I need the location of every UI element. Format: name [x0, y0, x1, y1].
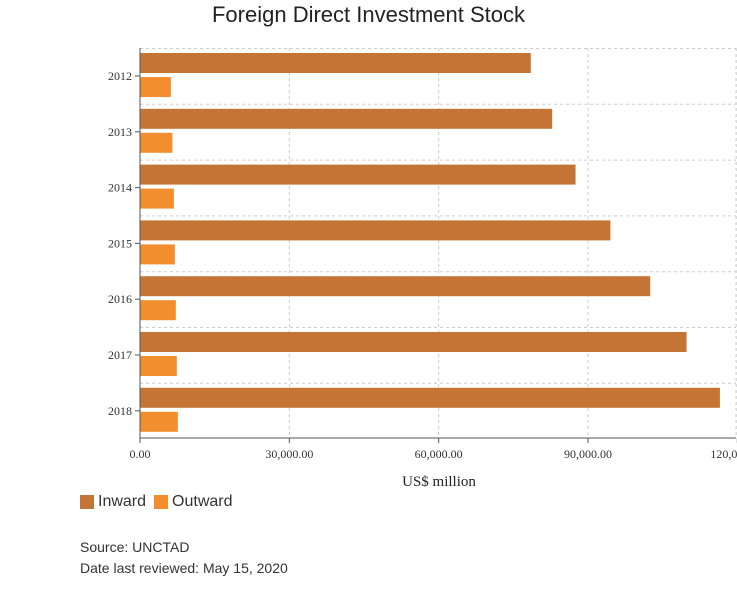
bar-inward-2017[interactable] [140, 332, 687, 352]
bar-outward-2012[interactable] [140, 77, 171, 97]
reviewed-date-text: Date last reviewed: May 15, 2020 [80, 560, 288, 576]
bar-outward-2013[interactable] [140, 132, 173, 153]
source-text: Source: UNCTAD [80, 539, 190, 555]
bar-inward-2013[interactable] [140, 108, 553, 129]
x-tick-label: 60,000.00 [415, 447, 463, 461]
legend-label-inward: Inward [98, 493, 147, 510]
y-tick-label-2016: 2016 [108, 292, 132, 306]
x-tick-label: 120,000.00 [710, 447, 737, 461]
footer-notes: Source: UNCTAD Date last reviewed: May 1… [80, 537, 288, 579]
bar-inward-2018[interactable] [140, 387, 720, 408]
bar-outward-2015[interactable] [140, 244, 175, 265]
legend-swatch-outward [154, 495, 169, 509]
bar-inward-2012[interactable] [140, 53, 531, 73]
y-tick-labels: 2012 2013 2014 2015 2016 2017 2018 [108, 69, 140, 418]
legend-item-inward[interactable]: Inward [80, 493, 146, 511]
grid-lines [140, 48, 737, 438]
x-tick-label: 0.00 [130, 447, 151, 461]
bar-outward-2014[interactable] [140, 188, 174, 209]
y-tick-label-2018: 2018 [108, 404, 132, 418]
chart-plot: 2012 2013 2014 2015 2016 2017 2018 0.00 30,000.… [108, 48, 737, 490]
legend-swatch-inward [80, 495, 94, 509]
y-tick-label-2015: 2015 [108, 236, 132, 250]
bar-inward-2014[interactable] [140, 164, 576, 185]
legend-label-outward: Outward [172, 493, 233, 510]
x-axis-label: US$ million [402, 474, 476, 490]
chart-title: Foreign Direct Investment Stock [211, 2, 525, 27]
bar-outward-2016[interactable] [140, 300, 176, 321]
x-tick-labels: 0.00 30,000.00 60,000.00 90,000.00 120,000.0… [130, 438, 737, 461]
legend: Inward Outward [80, 493, 241, 511]
bar-outward-2018[interactable] [140, 411, 178, 432]
bar-inward-2015[interactable] [140, 220, 611, 241]
x-tick-label: 30,000.00 [265, 447, 313, 461]
y-tick-label-2013: 2013 [108, 125, 132, 139]
y-tick-label-2017: 2017 [108, 348, 132, 362]
y-tick-label-2012: 2012 [108, 69, 132, 83]
axes-group [139, 48, 736, 439]
bar-inward-2016[interactable] [140, 276, 651, 297]
bars-group [140, 53, 720, 432]
x-tick-label: 90,000.00 [564, 447, 612, 461]
y-tick-label-2014: 2014 [108, 181, 132, 195]
legend-item-outward[interactable]: Outward [154, 493, 233, 511]
bar-outward-2017[interactable] [140, 356, 177, 376]
